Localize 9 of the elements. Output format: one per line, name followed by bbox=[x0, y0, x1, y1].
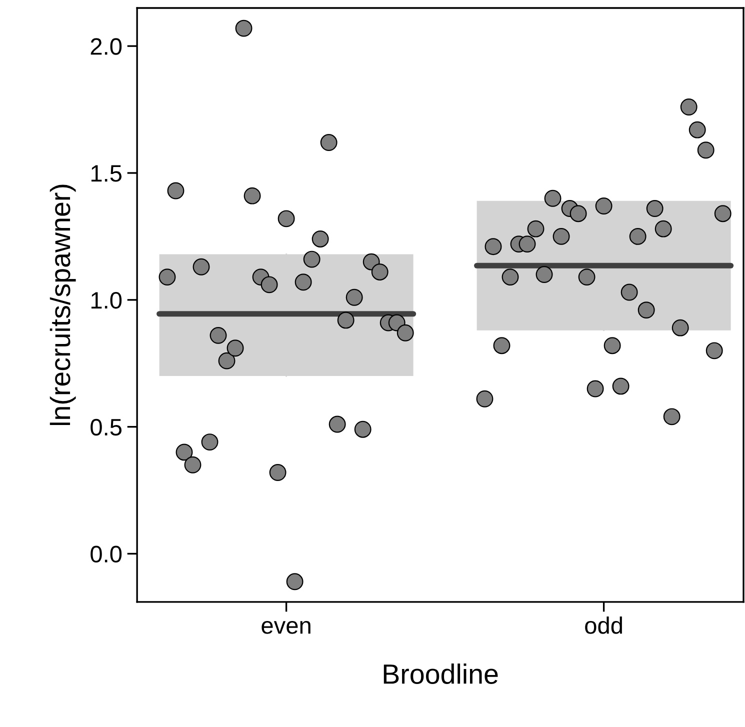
x-axis-title: Broodline bbox=[384, 664, 498, 684]
x-tick-label: even bbox=[262, 620, 310, 634]
y-tick-label: 0.0 bbox=[90, 546, 122, 563]
x-tick-label: odd bbox=[585, 616, 622, 634]
y-tick-label: 0.5 bbox=[90, 418, 122, 436]
y-tick-label: 1.5 bbox=[91, 165, 122, 182]
y-tick-label: 1.0 bbox=[91, 292, 122, 309]
y-axis-title: ln(recruits/spawner) bbox=[50, 184, 76, 426]
y-tick-label: 2.0 bbox=[90, 38, 122, 55]
